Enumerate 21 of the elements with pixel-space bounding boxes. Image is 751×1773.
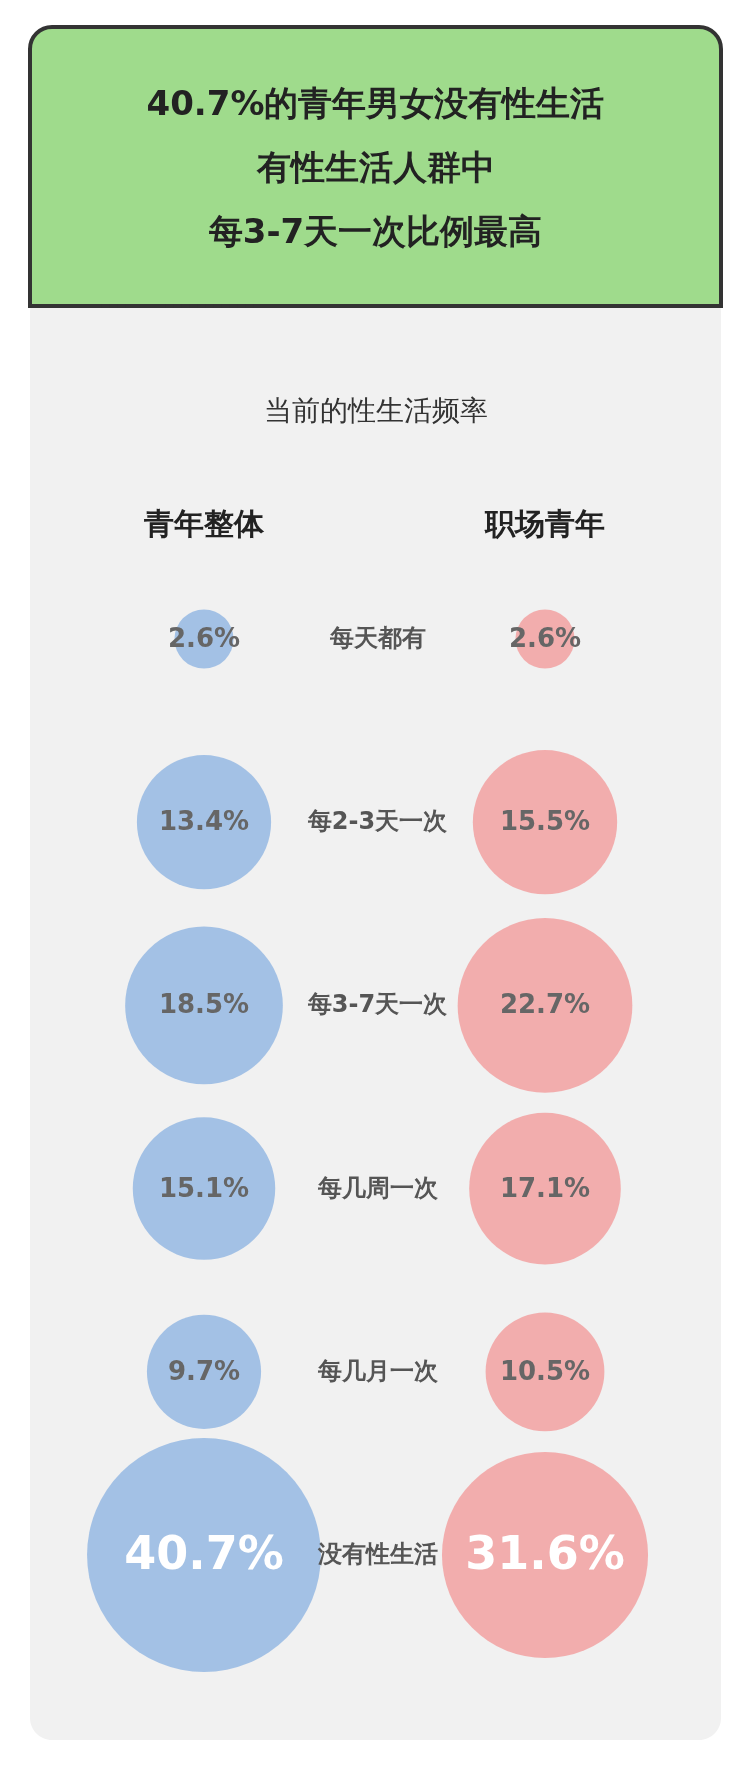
category-label: 每几周一次 — [316, 1173, 439, 1202]
text: 青年整体 — [143, 506, 265, 541]
category-label: 每几月一次 — [316, 1356, 439, 1385]
text: 当前的性生活频率 — [263, 394, 488, 427]
category-label: 每天都有 — [328, 624, 426, 652]
data-label: 17.1% — [499, 1172, 591, 1203]
text: 职场青年 — [484, 506, 605, 541]
data-label: 15.5% — [499, 806, 591, 837]
data-label: 15.1% — [158, 1172, 250, 1203]
category-label: 每3-7天一次 — [306, 990, 449, 1019]
data-label: 10.5% — [499, 1355, 591, 1386]
data-label: 18.5% — [158, 989, 250, 1020]
data-label: 31.6% — [465, 1526, 625, 1580]
data-label: 22.7% — [499, 989, 591, 1020]
data-label: 40.7% — [124, 1526, 284, 1580]
data-label: 2.6% — [508, 623, 582, 653]
data-label: 9.7% — [167, 1355, 241, 1386]
data-label: 13.4% — [158, 806, 250, 837]
category-label: 每2-3天一次 — [306, 807, 449, 836]
text: 40.7%的青年男女没有性生活有性生活人群中每3-7天一次比例最高 — [146, 83, 605, 251]
category-label: 没有性生活 — [316, 1540, 438, 1568]
